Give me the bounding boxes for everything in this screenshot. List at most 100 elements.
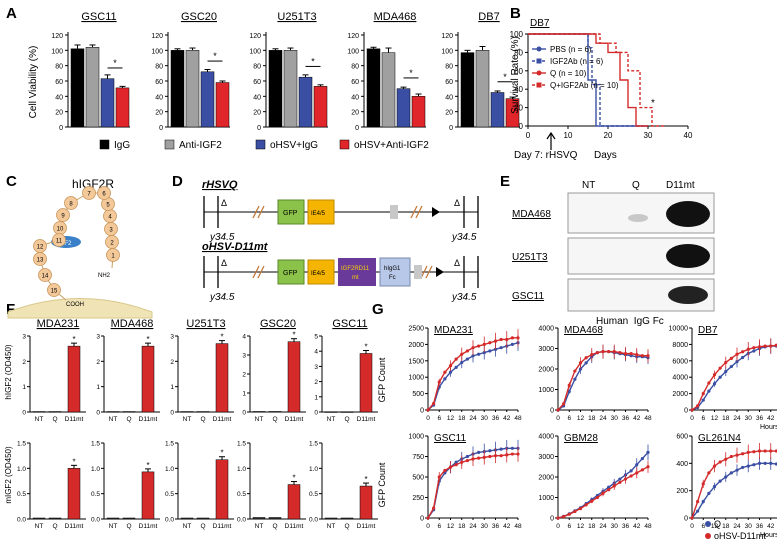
x-tick-label: 36 [622,415,630,422]
x-tick-label: NT [109,523,118,530]
x-tick-label: 42 [633,415,641,422]
chart-title: U251T3 [186,318,225,330]
y-tick-label: 3 [170,334,174,341]
y-tick-label: 4000 [538,326,554,333]
data-point [562,402,566,406]
receptor-domain-label: 7 [87,192,91,198]
x-tick-label: 18 [588,415,596,422]
chart-title: GBM28 [564,433,598,444]
y-tick-label: 60 [445,79,453,86]
x-tick-label: 0 [426,523,430,530]
y-tick-label: 20 [253,110,261,117]
break-marks [410,205,423,219]
data-point [454,463,458,467]
bar [411,96,426,128]
y-tick-label: 20 [351,110,359,117]
y-tick-label: 200 [676,488,688,495]
y-tick-label: 0 [449,125,453,132]
data-point [471,354,475,358]
data-point [477,352,481,356]
data-point [618,480,622,484]
data-point [578,506,583,511]
x-tick-label: NT [255,416,264,423]
panel-f: hIGF2 (OD450) mIGF2 (OD450) MDA231 0 1 2 3 NT… [4,318,378,530]
x-tick-label: D11mt [357,523,376,530]
data-point [701,398,705,402]
x-tick-label: Q [126,523,131,530]
bar [100,78,115,128]
y-tick-label: 600 [676,434,688,441]
blot-band [666,201,710,227]
x-axis-label: Hours [760,424,777,431]
data-point [482,351,486,355]
y-tick-label: 0.5 [91,491,100,498]
y-tick-label: 0 [257,125,261,132]
bar [141,345,155,413]
legend-label-anti-igf2: Anti-IGF2 [179,140,222,151]
x-tick-label: 6 [567,523,571,530]
x-tick-label: 48 [644,523,652,530]
data-point [646,465,650,469]
y-tick-label: 2000 [538,367,554,374]
legend-label-ohsv-anti-igf2: oHSV+Anti-IGF2 [354,140,429,151]
x-tick-label: D11mt [213,523,232,530]
y-tick-label: 100 [510,30,524,39]
y-tick-label: 40 [55,94,63,101]
x-tick-label: 30 [644,131,653,140]
data-point [640,354,644,358]
x-tick-label: 30 [745,415,753,422]
data-point [493,454,498,458]
x-tick-label: 0 [426,415,430,422]
significance-star: * [220,333,223,342]
y-tick-label: 120 [249,33,261,40]
gfp-box [277,199,305,225]
legend-label: PBS (n = 6) [550,45,592,54]
y-tick-label: 5 [314,334,318,341]
data-point [712,464,717,468]
legend-label-q: Q [714,519,721,529]
y-tick-label: 100 [347,48,359,55]
y-tick-label: 1000 [538,495,554,502]
y-tick-label: 400 [676,461,688,468]
chart-title: DB7 [698,325,718,336]
data-point [460,352,464,356]
data-point [477,344,481,348]
blot-col-q: Q [632,180,640,191]
bar [252,517,266,520]
y-tick-label: 100 [51,48,63,55]
data-point [460,460,464,464]
x-tick-label: 0 [690,415,694,422]
bar [460,52,475,128]
y-tick-label: 2000 [408,342,424,349]
bar [381,52,396,128]
data-point [488,349,492,353]
data-point [735,468,739,472]
y-tick-label: 2000 [538,475,554,482]
panel-d: rHSVQ oHSV-D11mt Δ Δ y34.5 y34.5 GFP IE4… [202,179,479,303]
blot-row-gsc11: GSC11 [512,291,544,302]
y-tick-label: 40 [351,94,359,101]
y-tick-label: 60 [514,67,523,76]
x-tick-label: Q [200,523,205,530]
x-tick-label: D11mt [357,416,376,423]
x-tick-label: 42 [767,415,775,422]
data-point [752,346,756,350]
x-tick-label: D11mt [139,523,158,530]
legend-label-igg: IgG [114,140,130,151]
legend-label: Q (n = 10) [550,69,587,78]
significance-star: * [292,331,295,340]
receptor-domain-label: 3 [109,228,113,234]
y-tick-label: 500 [412,391,424,398]
receptor-domain [97,186,111,200]
x-tick-label: 36 [492,523,500,530]
blot-row-u251t3: U251T3 [512,252,548,263]
data-point [595,351,599,355]
panel-label-g: G [372,301,384,318]
x-tick-label: 24 [469,415,477,422]
y-tick-label: 0 [159,125,163,132]
x-tick-label: 48 [644,415,652,422]
y-tick-label: 80 [55,64,63,71]
y-tick-label: 40 [253,94,261,101]
bar [287,484,301,520]
